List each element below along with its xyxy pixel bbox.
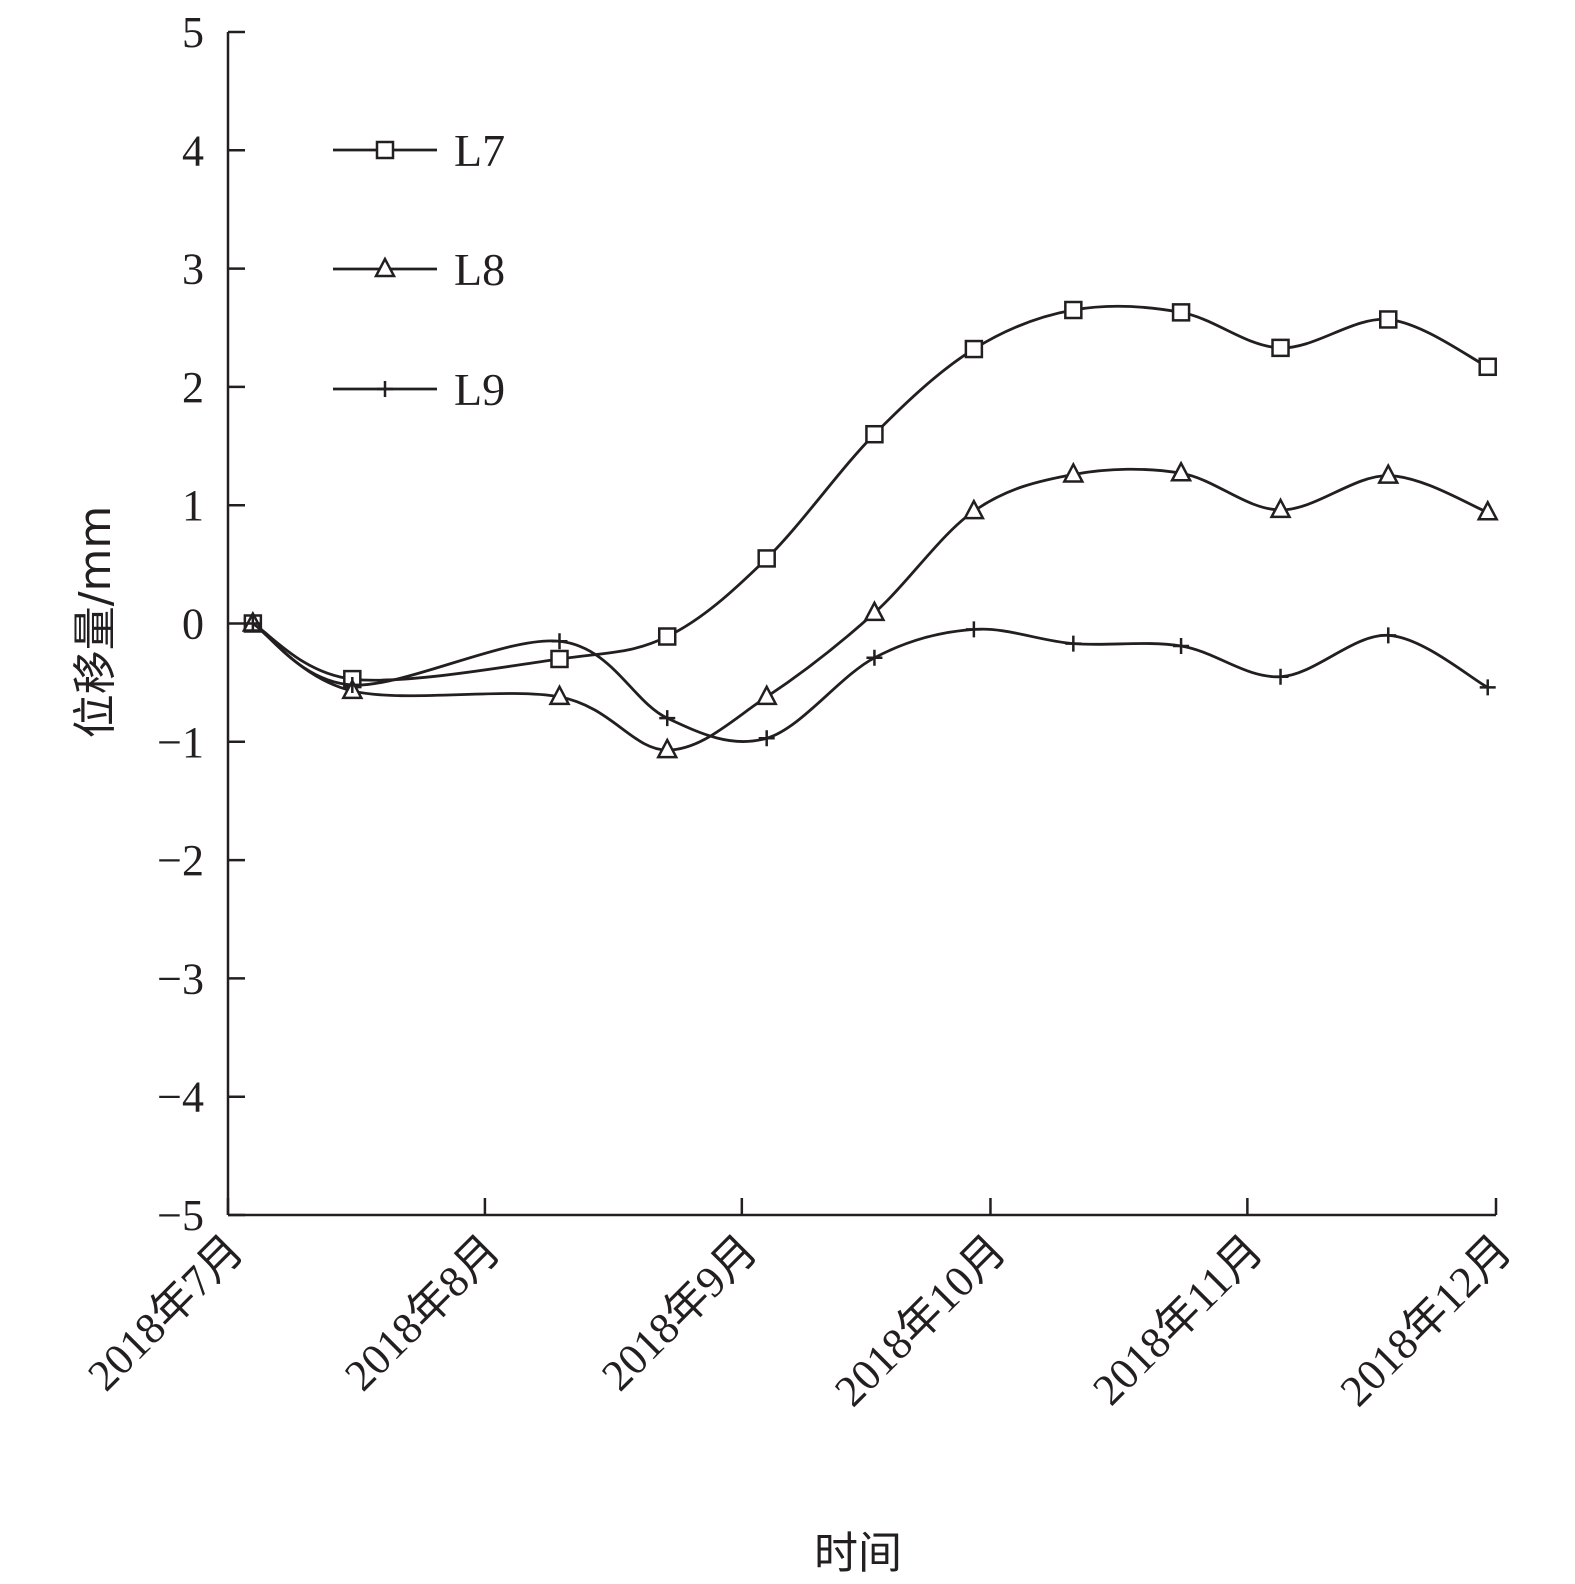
data-point-l8: [962, 498, 985, 520]
y-tick-label: −4: [157, 1073, 204, 1122]
data-point-l7: [1171, 303, 1191, 322]
y-tick-label: 1: [182, 481, 204, 530]
data-point-l9: [1272, 668, 1289, 685]
data-point-l8: [863, 600, 886, 622]
y-tick-label: 3: [182, 245, 204, 294]
series-line-l9: [252, 622, 1489, 743]
series-l7: [243, 300, 1497, 689]
data-point-l8: [1169, 460, 1193, 482]
series-l9: [244, 615, 1496, 747]
data-point-l9: [1380, 627, 1397, 644]
data-point-l7: [1271, 338, 1290, 358]
data-point-l8: [755, 684, 778, 706]
y-tick-label: −2: [157, 836, 204, 885]
y-axis-title: 位移量/mm: [70, 506, 121, 739]
legend: L7 L8 L9: [333, 125, 505, 415]
data-point-l9: [659, 710, 676, 727]
data-point-l9: [344, 677, 361, 694]
data-point-l8: [1377, 462, 1400, 484]
data-point-l9: [758, 730, 775, 747]
data-point-l7: [1478, 357, 1497, 377]
y-tick-label: 4: [182, 126, 204, 175]
y-tick-label: −5: [157, 1191, 204, 1240]
legend-marker-l8: [373, 256, 397, 278]
data-point-l9: [244, 615, 261, 632]
x-tick-label: 2018年9月: [592, 1225, 767, 1400]
legend-item-l7: L7: [333, 125, 505, 176]
y-tick-label: 5: [182, 8, 204, 57]
data-point-l9: [1173, 637, 1190, 654]
data-point-l7: [964, 339, 984, 359]
y-tick-label: 2: [182, 363, 204, 412]
data-point-l8: [548, 684, 571, 706]
data-point-l8: [1062, 461, 1085, 483]
legend-label-l8: L8: [454, 244, 505, 295]
data-point-l7: [1379, 310, 1398, 329]
legend-label-l9: L9: [454, 364, 505, 415]
series-line-l7: [252, 305, 1489, 682]
y-tick-label: −1: [157, 718, 204, 767]
y-tick-label: 0: [182, 600, 204, 649]
x-tick-label: 2018年7月: [78, 1225, 253, 1400]
x-tick-label: 2018年12月: [1331, 1225, 1521, 1415]
legend-label-l7: L7: [454, 125, 505, 176]
legend-item-l9: L9: [333, 364, 505, 415]
data-point-l9: [965, 621, 982, 638]
data-point-l7: [757, 549, 776, 568]
x-tick-label: 2018年8月: [335, 1225, 510, 1400]
series-layer: [241, 300, 1499, 759]
series-l8: [241, 460, 1499, 759]
x-axis-title: 时间: [814, 1528, 902, 1579]
data-point-l8: [1476, 499, 1499, 521]
data-point-l7: [1064, 300, 1083, 320]
data-point-l8: [1269, 497, 1292, 519]
data-point-l9: [551, 633, 568, 650]
y-tick-label: −3: [157, 954, 204, 1003]
data-point-l9: [1065, 635, 1082, 652]
data-point-l8: [656, 737, 679, 759]
x-tick-label: 2018年11月: [1083, 1225, 1272, 1414]
data-point-l7: [550, 649, 569, 669]
data-point-l9: [866, 649, 883, 666]
legend-marker-l9: [377, 381, 393, 397]
legend-marker-l7: [375, 140, 395, 160]
data-point-l7: [657, 627, 677, 646]
legend-item-l8: L8: [333, 244, 505, 295]
data-point-l7: [865, 424, 884, 444]
x-tick-label: 2018年10月: [825, 1225, 1015, 1415]
data-point-l9: [1479, 679, 1496, 696]
